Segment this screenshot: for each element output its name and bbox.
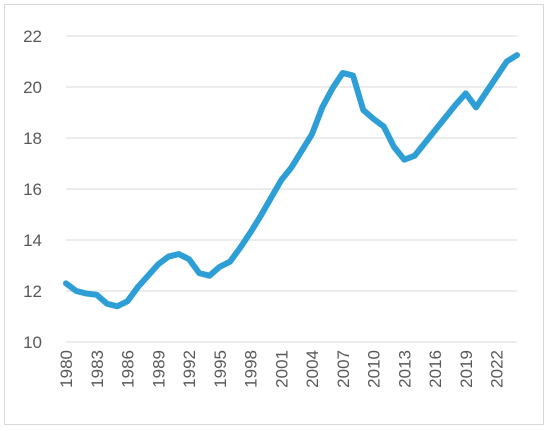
- y-tick-label: 18: [23, 129, 42, 148]
- x-tick-label: 1980: [57, 350, 76, 388]
- x-tick-label: 2004: [303, 350, 322, 388]
- gridlines: [66, 35, 517, 292]
- y-tick-label: 16: [23, 180, 42, 199]
- y-tick-label: 14: [23, 231, 42, 250]
- y-tick-label: 10: [23, 333, 42, 352]
- x-tick-label: 2016: [426, 350, 445, 388]
- x-tick-label: 2001: [272, 350, 291, 388]
- x-tick-label: 1983: [88, 350, 107, 388]
- x-tick-label: 2019: [457, 350, 476, 388]
- x-tick-label: 2010: [365, 350, 384, 388]
- x-tick-label: 2007: [334, 350, 353, 388]
- x-tick-label: 1992: [180, 350, 199, 388]
- series-line: [63, 52, 520, 310]
- x-tick-label: 2022: [488, 350, 507, 388]
- y-tick-label: 20: [23, 78, 42, 97]
- x-tick-label: 2013: [395, 350, 414, 388]
- x-tick-label: 1998: [242, 350, 261, 388]
- y-tick-label: 22: [23, 27, 42, 46]
- x-axis-tick-labels: 1980 1983 1986 1989 1992 1995 1998 2001 2004 2007…: [57, 350, 507, 388]
- y-axis-tick-labels: 10 12 14 16 18 20 22: [23, 27, 42, 352]
- x-tick-label: 1995: [211, 350, 230, 388]
- x-tick-label: 1989: [149, 350, 168, 388]
- chart-frame: [4, 4, 544, 425]
- y-tick-label: 12: [23, 282, 42, 301]
- x-tick-label: 1986: [119, 350, 138, 388]
